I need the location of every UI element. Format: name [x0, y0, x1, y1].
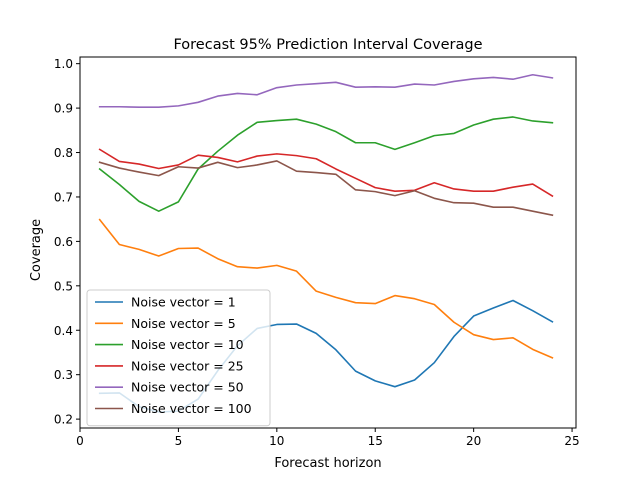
y-tick-label: 0.3 [54, 368, 73, 382]
legend: Noise vector = 1 Noise vector = 5 Noise ve… [86, 289, 271, 427]
y-tick-label: 0.8 [54, 146, 73, 160]
y-tick-label: 1.0 [54, 57, 73, 71]
legend-label: Noise vector = 100 [131, 401, 252, 416]
series-line-1 [98, 218, 554, 359]
y-tick-label: 0.5 [54, 279, 73, 293]
legend-box [86, 289, 271, 427]
y-tick-label: 0.2 [54, 413, 73, 427]
x-tick-label: 15 [368, 434, 383, 448]
legend-label: Noise vector = 50 [131, 380, 244, 395]
y-tick-label: 0.6 [54, 235, 73, 249]
x-tick-label: 20 [466, 434, 481, 448]
series-line-3 [98, 148, 554, 198]
chart-title: Forecast 95% Prediction Interval Coverag… [173, 37, 482, 53]
legend-label: Noise vector = 1 [131, 295, 236, 310]
series-line-5 [98, 160, 554, 217]
legend-label: Noise vector = 10 [131, 337, 244, 352]
y-axis-label: Coverage [29, 219, 44, 281]
series-line-2 [98, 116, 554, 212]
x-tick-label: 25 [564, 434, 579, 448]
x-tick-label: 10 [269, 434, 284, 448]
y-tick-label: 0.7 [54, 190, 73, 204]
x-axis-label: Forecast horizon [274, 456, 381, 471]
legend-label: Noise vector = 5 [131, 316, 236, 331]
legend-label: Noise vector = 25 [131, 358, 244, 373]
y-tick-label: 0.9 [54, 102, 73, 116]
x-tick-label: 5 [175, 434, 183, 448]
x-axis: 0 5 10 15 20 25 [76, 428, 580, 448]
series-line-4 [98, 73, 554, 109]
axes-frame [79, 56, 577, 429]
x-tick-label: 0 [76, 434, 84, 448]
plot-area [98, 73, 554, 413]
y-axis: 0.2 0.3 0.4 0.5 0.6 0.7 0.8 0.9 1.0 [54, 57, 80, 427]
y-tick-label: 0.4 [54, 324, 73, 338]
